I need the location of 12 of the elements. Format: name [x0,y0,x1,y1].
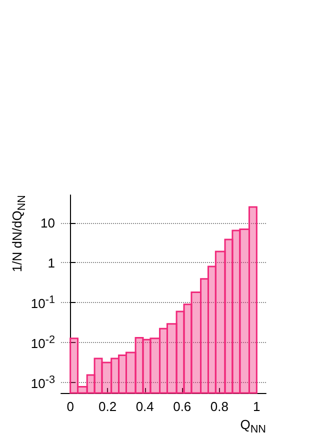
x-axis-title: Q$_{NN}$ [240,417,266,438]
y-tick-label: 1 [48,255,55,270]
x-tick-label: 0.8 [210,399,228,414]
x-tick-label: 1 [253,399,260,414]
x-tick-label: 0 [66,399,74,414]
y-tick-label: 10$^{-2}$ [30,333,55,352]
y-tick-label: 10 [40,215,55,230]
x-tick-label: 0.6 [173,399,192,414]
x-tick-label: 0.4 [136,399,154,414]
x-tick-label: 0.2 [98,399,117,414]
y-tick-label: 10$^{-3}$ [30,372,55,392]
y-tick-label: 10$^{-1}$ [30,293,55,312]
